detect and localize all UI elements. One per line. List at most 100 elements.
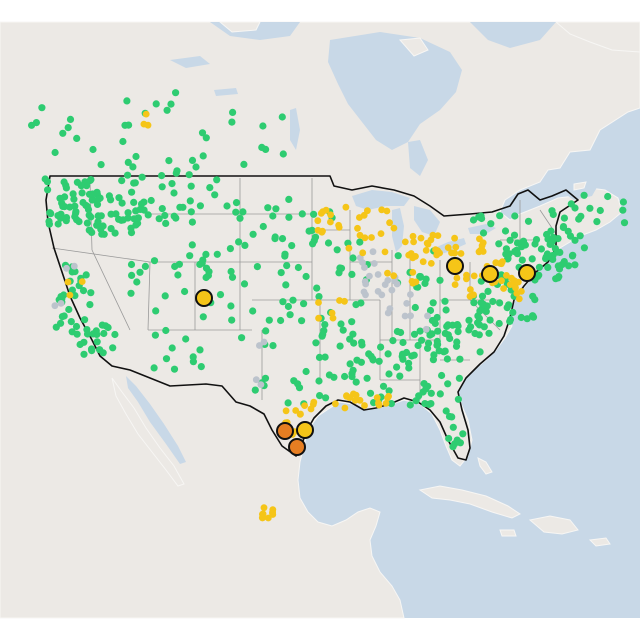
green-site-marker[interactable] [125, 121, 133, 129]
yellow-site-marker[interactable] [361, 234, 369, 242]
green-site-marker[interactable] [436, 390, 444, 398]
green-site-marker[interactable] [568, 252, 577, 260]
green-site-marker[interactable] [459, 430, 467, 438]
green-site-marker[interactable] [128, 271, 136, 279]
green-site-marker[interactable] [476, 307, 484, 315]
green-site-marker[interactable] [47, 210, 55, 218]
gray-site-marker[interactable] [424, 312, 431, 320]
gray-site-marker[interactable] [252, 376, 260, 384]
green-site-marker[interactable] [95, 195, 103, 203]
green-site-marker[interactable] [62, 214, 71, 222]
yellow-site-marker[interactable] [384, 269, 391, 277]
green-site-marker[interactable] [38, 104, 46, 112]
green-site-marker[interactable] [571, 236, 579, 244]
gray-site-marker[interactable] [374, 271, 382, 278]
green-site-marker[interactable] [170, 189, 178, 197]
green-site-marker[interactable] [107, 210, 115, 218]
green-site-marker[interactable] [485, 329, 493, 337]
green-site-marker[interactable] [147, 196, 155, 205]
green-site-marker[interactable] [144, 211, 152, 219]
green-site-marker[interactable] [171, 262, 179, 271]
green-site-marker[interactable] [235, 238, 243, 246]
green-site-marker[interactable] [64, 124, 72, 132]
green-site-marker[interactable] [482, 307, 490, 315]
green-site-marker[interactable] [83, 202, 91, 210]
green-site-marker[interactable] [79, 287, 88, 295]
green-site-marker[interactable] [444, 331, 452, 339]
green-site-marker[interactable] [284, 399, 292, 407]
green-site-marker[interactable] [555, 273, 563, 281]
green-site-marker[interactable] [506, 236, 514, 244]
green-site-marker[interactable] [111, 330, 119, 339]
green-site-marker[interactable] [86, 301, 94, 309]
green-site-marker[interactable] [187, 182, 195, 190]
yellow-site-marker[interactable] [361, 402, 368, 409]
green-site-marker[interactable] [172, 89, 180, 97]
yellow-site-marker[interactable] [356, 396, 364, 404]
green-site-marker[interactable] [158, 205, 166, 213]
green-site-marker[interactable] [285, 195, 293, 203]
yellow-site-marker[interactable] [412, 278, 420, 286]
green-site-marker[interactable] [88, 347, 96, 355]
gray-site-marker[interactable] [362, 280, 370, 288]
yellow-site-marker[interactable] [479, 248, 487, 255]
green-site-marker[interactable] [253, 263, 261, 271]
gray-site-marker[interactable] [63, 264, 70, 272]
green-site-marker[interactable] [341, 372, 349, 381]
green-site-marker[interactable] [81, 316, 89, 324]
green-site-marker[interactable] [269, 212, 277, 220]
green-site-marker[interactable] [554, 235, 562, 243]
green-site-marker[interactable] [115, 194, 123, 202]
green-site-marker[interactable] [420, 380, 428, 388]
green-site-marker[interactable] [348, 373, 356, 381]
green-site-marker[interactable] [455, 374, 463, 382]
green-site-marker[interactable] [236, 214, 244, 222]
green-site-marker[interactable] [71, 268, 79, 276]
green-site-marker[interactable] [363, 374, 371, 382]
yellow-site-marker[interactable] [378, 206, 386, 214]
green-site-marker[interactable] [453, 436, 461, 444]
gray-site-marker[interactable] [360, 288, 368, 296]
green-site-marker[interactable] [136, 205, 144, 213]
green-site-marker[interactable] [226, 245, 234, 253]
green-site-marker[interactable] [519, 237, 528, 245]
green-site-marker[interactable] [262, 327, 270, 335]
green-site-marker[interactable] [310, 210, 318, 218]
green-site-marker[interactable] [302, 367, 310, 376]
yellow-site-marker[interactable] [297, 410, 304, 418]
green-site-marker[interactable] [66, 115, 75, 123]
green-site-marker[interactable] [428, 316, 436, 325]
highlighted-site-markers[interactable] [195, 257, 536, 456]
green-site-marker[interactable] [80, 350, 88, 358]
yellow-site-marker[interactable] [506, 281, 514, 288]
green-site-marker[interactable] [580, 244, 589, 252]
green-site-marker[interactable] [495, 319, 503, 328]
green-site-marker[interactable] [427, 389, 435, 397]
green-site-marker[interactable] [83, 326, 91, 334]
green-site-marker[interactable] [501, 227, 510, 235]
green-site-marker[interactable] [137, 200, 146, 208]
green-site-marker[interactable] [162, 326, 170, 335]
green-site-marker[interactable] [556, 248, 564, 256]
yellow-site-marker[interactable] [282, 407, 290, 415]
green-site-marker[interactable] [269, 342, 277, 350]
green-site-marker[interactable] [72, 322, 81, 331]
green-site-marker[interactable] [229, 108, 237, 116]
green-site-marker[interactable] [330, 373, 338, 381]
green-site-marker[interactable] [89, 190, 97, 198]
green-site-marker[interactable] [277, 316, 285, 325]
green-site-marker[interactable] [93, 330, 101, 338]
yellow-site-marker[interactable] [429, 231, 437, 239]
green-site-marker[interactable] [150, 257, 159, 265]
green-site-marker[interactable] [265, 316, 273, 324]
yellow-site-marker[interactable] [503, 272, 510, 279]
green-site-marker[interactable] [469, 216, 478, 224]
green-site-marker[interactable] [213, 250, 221, 258]
green-site-marker[interactable] [60, 178, 68, 186]
green-site-marker[interactable] [162, 355, 171, 363]
green-site-marker[interactable] [45, 220, 54, 228]
green-site-marker[interactable] [211, 191, 219, 199]
yellow-site-marker[interactable] [375, 401, 383, 409]
